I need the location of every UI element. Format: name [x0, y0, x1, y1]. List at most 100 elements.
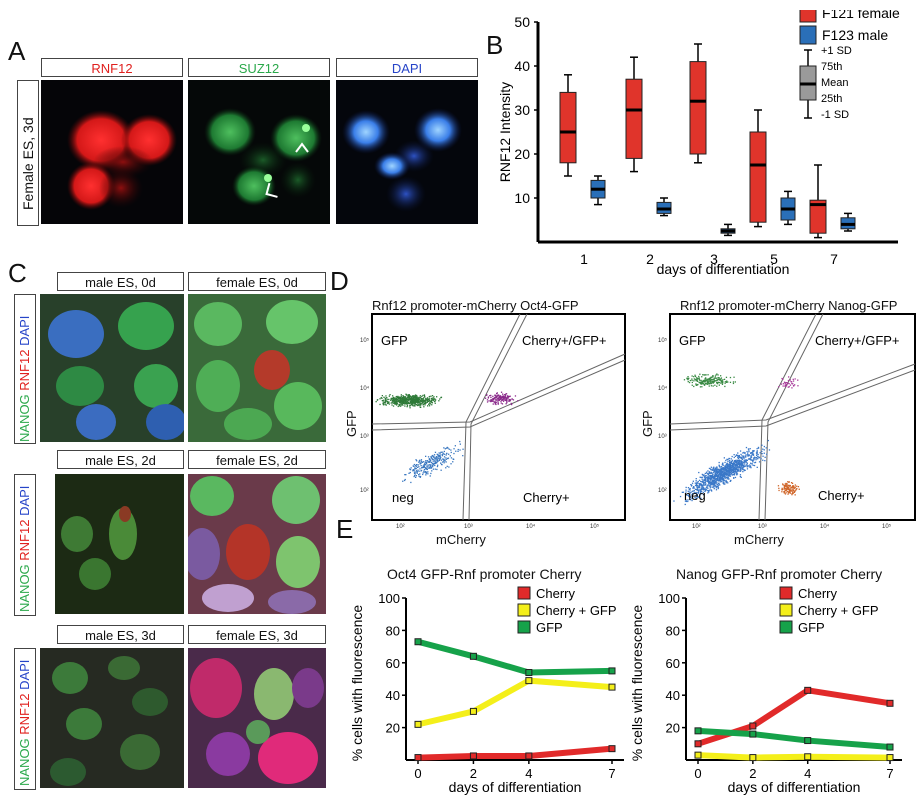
micrograph-male-3d [40, 648, 184, 788]
flow2-gate-br: Cherry+ [818, 488, 865, 503]
flow1-gate-tr: Cherry+/GFP+ [522, 333, 607, 348]
line1-legend-label: Cherry + GFP [536, 603, 617, 618]
line2-point [749, 722, 757, 730]
panel-a-row-label: Female ES, 3d [20, 117, 36, 210]
line2-point [749, 730, 757, 738]
line1-point [608, 683, 616, 691]
line1-point [525, 677, 533, 685]
c-label-nanog: NANOG [17, 394, 32, 442]
flow2-gate-tr: Cherry+/GFP+ [815, 333, 900, 348]
line1-y-label: % cells with fluorescence [349, 605, 365, 762]
line2-xtick-label: 4 [804, 766, 811, 781]
flow2-title: Rnf12 promoter-mCherry Nanog-GFP [680, 298, 898, 313]
flow2-ytick-3: 10⁵ [658, 337, 668, 344]
line2-legend-swatch [779, 586, 793, 600]
line2-ytick-label: 20 [666, 721, 680, 736]
c-row3-side-label: NANOG RNF12 DAPI [17, 660, 32, 786]
line1-point [525, 669, 533, 677]
line1-legend-label: GFP [536, 620, 563, 635]
line1-series-line-1 [417, 677, 613, 728]
flow1-xtick-1: 10³ [464, 524, 473, 530]
line2-point [694, 751, 702, 759]
legend-label-male: F123 male [822, 27, 888, 43]
line2-legend-label: GFP [798, 620, 825, 635]
flow1-gate-br: Cherry+ [523, 490, 570, 505]
line2-series-line-0 [697, 687, 891, 747]
flow2-xlabel: mCherry [734, 532, 784, 547]
box-male-day-5 [780, 190, 796, 226]
line-chart-nanog: 20 40 60 80 100 0 2 4 7 days of differentiation % … [629, 586, 902, 795]
box-female-day-3 [689, 43, 707, 164]
flow1-xlabel: mCherry [436, 532, 486, 547]
c-label-nanog: NANOG [17, 738, 32, 786]
c-row3-side-box [14, 648, 36, 790]
legend-key-mean: Mean [821, 77, 849, 89]
panel-label-c: C [8, 258, 27, 288]
flow2-events [673, 373, 800, 506]
line2-point [804, 737, 812, 745]
line1-legend-swatch [517, 603, 531, 617]
channel-label-rnf12: RNF12 [41, 58, 183, 77]
box-male-day-3 [720, 223, 736, 237]
micrograph-rnf12 [41, 80, 183, 224]
line2-point [886, 754, 894, 762]
line2-point [694, 740, 702, 748]
flow2-gates [669, 313, 916, 521]
c-row2-right-label: female ES, 2d [188, 450, 326, 469]
line1-point [608, 667, 616, 675]
line2-ytick-label: 40 [666, 688, 680, 703]
flow2-xtick-1: 10³ [758, 524, 767, 530]
line1-xtick-label: 2 [470, 766, 477, 781]
box-iqr [625, 78, 643, 159]
line1-series-line-0 [417, 745, 613, 761]
line2-xtick-label: 7 [886, 766, 893, 781]
c-label-rnf12: RNF12 [17, 349, 32, 395]
flow1-ylabel: GFP [344, 410, 359, 437]
panel-label-d: D [330, 266, 349, 296]
flow1-gates [371, 313, 626, 521]
line1-x-label: days of differentiation [449, 779, 582, 795]
flow2-gate-bl: neg [684, 488, 706, 503]
line1-point [414, 720, 422, 728]
legend-swatch-male [799, 25, 817, 45]
line2-xtick-label: 2 [749, 766, 756, 781]
line1-ytick-label: 80 [386, 623, 400, 638]
line1-ytick-label: 60 [386, 656, 400, 671]
c-row1-left-label: male ES, 0d [57, 272, 184, 291]
legend-box-key: +1 SD 75th Mean 25th -1 SD [799, 45, 852, 121]
box-female-day-2 [625, 56, 643, 173]
flow1-events [375, 391, 519, 484]
boxplot-xtick-label: 1 [580, 251, 588, 267]
channel-label-dapi: DAPI [336, 58, 478, 77]
line1-point [608, 745, 616, 753]
line1-legend-swatch [517, 586, 531, 600]
box-iqr [749, 131, 767, 223]
flow1-ytick-2: 10⁴ [360, 385, 370, 392]
box-female-day-5 [749, 109, 767, 228]
flow2-gate-tl: GFP [679, 333, 706, 348]
flow1-xtick-3: 10⁵ [590, 523, 600, 530]
c-label-nanog: NANOG [17, 564, 32, 612]
c-label-rnf12: RNF12 [17, 519, 32, 565]
boxplot-y-label: RNF12 Intensity [497, 82, 513, 182]
line1-xtick-label: 7 [608, 766, 615, 781]
flow2-ytick-0: 10² [658, 488, 667, 494]
line2-legend-swatch [779, 603, 793, 617]
line2-ytick-label: 60 [666, 656, 680, 671]
micrograph-suz12 [188, 80, 330, 224]
flow2-ytick-1: 10³ [658, 434, 667, 440]
line2-point [804, 686, 812, 694]
micrograph-male-0d [40, 294, 184, 442]
c-row2-left-label: male ES, 2d [57, 450, 184, 469]
c-label-dapi: DAPI [17, 485, 32, 520]
c-row1-right-label: female ES, 0d [188, 272, 326, 291]
boxplot-x-label: days of differentiation [657, 261, 790, 277]
line2-point [804, 753, 812, 761]
line2-legend-label: Cherry + GFP [798, 603, 879, 618]
line1-title: Oct4 GFP-Rnf promoter Cherry [387, 566, 582, 582]
legend-swatch-female [799, 10, 817, 23]
c-row1-side-label: NANOG RNF12 DAPI [17, 316, 32, 442]
line1-point [469, 752, 477, 760]
line2-point [749, 754, 757, 762]
line2-xtick-label: 0 [694, 766, 701, 781]
